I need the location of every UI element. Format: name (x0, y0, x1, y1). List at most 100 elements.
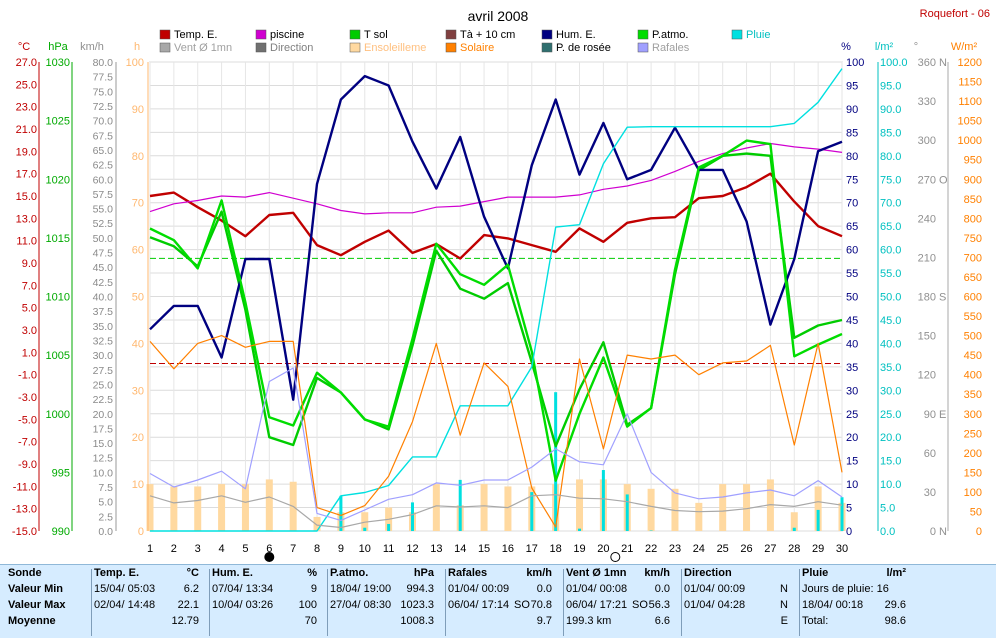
pluie-max-date: 18/04/ 00:18 (802, 599, 863, 611)
tick-label-kmh: 60.0 (93, 174, 114, 186)
tick-label-kmh: 77.5 (93, 72, 114, 84)
vent-avg-value: 6.6 (655, 613, 670, 629)
x-tick-label: 29 (812, 543, 824, 555)
x-tick-label: 2 (171, 543, 177, 555)
tick-label-hours: 60 (132, 245, 144, 257)
tick-label-kmh: 5.0 (98, 497, 113, 509)
bar-pluie-jour (363, 528, 366, 531)
tick-label-lm2: 5.0 (880, 503, 895, 515)
moon-full-icon (611, 553, 620, 562)
patmo-unit: hPa (414, 565, 434, 581)
tick-label-percent: 95 (846, 80, 858, 92)
tick-label-celsius: 13.0 (16, 213, 37, 225)
bar-pluie-jour (578, 529, 581, 531)
x-tick-label: 21 (621, 543, 633, 555)
legend-label: Temp. E. (174, 29, 217, 41)
bar-ensoleilleme (648, 489, 655, 531)
tick-label-kmh: 0.0 (98, 526, 113, 538)
tick-label-celsius: 17.0 (16, 169, 37, 181)
bar-pluie-jour (626, 494, 629, 531)
vent-min-date: 01/04/ 00:08 (566, 583, 627, 595)
x-tick-label: 9 (338, 543, 344, 555)
bar-ensoleilleme (194, 486, 201, 531)
tick-label-percent: 25 (846, 409, 858, 421)
tick-label-lm2: 80.0 (880, 151, 901, 163)
line-pluie (150, 69, 842, 531)
x-tick-label: 27 (764, 543, 776, 555)
tick-label-lm2: 65.0 (880, 221, 901, 233)
tick-label-percent: 80 (846, 151, 858, 163)
tick-label-kmh: 32.5 (93, 335, 114, 347)
hum-min-value: 9 (311, 581, 317, 597)
x-tick-label: 23 (669, 543, 681, 555)
tick-label-kmh: 80.0 (93, 57, 114, 69)
tick-label-hours: 10 (132, 479, 144, 491)
tick-label-percent: 45 (846, 315, 858, 327)
tick-label-lm2: 35.0 (880, 362, 901, 374)
legend-swatch (256, 30, 266, 39)
tick-label-hours: 20 (132, 432, 144, 444)
tick-label-wm2: 350 (964, 389, 982, 401)
tick-label-degrees: 150 (918, 331, 936, 343)
tick-label-percent: 15 (846, 456, 858, 468)
tick-label-celsius: 23.0 (16, 102, 37, 114)
tick-label-percent: 100 (846, 57, 864, 69)
tick-label-kmh: 65.0 (93, 145, 114, 157)
bar-pluie-jour (387, 524, 390, 531)
hum-max-value: 100 (299, 597, 317, 613)
tick-label-degrees: 90 (924, 409, 936, 421)
tick-label-wm2: 1100 (958, 96, 982, 108)
tick-label-lm2: 25.0 (880, 409, 901, 421)
direction-max-value: N (780, 597, 788, 613)
legend-swatch (638, 43, 648, 52)
tick-label-lm2: 90.0 (880, 104, 901, 116)
legend-swatch (446, 43, 456, 52)
tick-label-lm2: 60.0 (880, 245, 901, 257)
tick-label-celsius: -15.0 (12, 526, 37, 538)
bar-pluie-jour (554, 392, 557, 531)
legend-label: Vent Ø 1mn (174, 42, 232, 54)
tick-label-degrees: 360 (918, 57, 936, 69)
bar-pluie-jour (530, 492, 533, 531)
x-tick-label: 4 (219, 543, 225, 555)
hum-max-date: 10/04/ 03:26 (212, 599, 273, 611)
tick-label-kmh: 37.5 (93, 306, 114, 318)
tick-label-hpa: 1015 (46, 233, 70, 245)
tick-label-hours: 100 (126, 57, 144, 69)
x-tick-label: 16 (502, 543, 514, 555)
axis-unit-label: ° (914, 41, 918, 53)
temp-title: Temp. E. (94, 567, 139, 579)
tick-label-kmh: 27.5 (93, 365, 114, 377)
tick-label-hpa: 1030 (46, 57, 70, 69)
line-t-sol (150, 154, 842, 447)
line-rafales (150, 368, 842, 520)
rafales-avg-value: 9.7 (537, 613, 552, 629)
tick-label-percent: 10 (846, 479, 858, 491)
temp-avg-value: 12.79 (171, 613, 199, 629)
tick-label-wm2: 500 (964, 331, 982, 343)
tick-label-celsius: -1.0 (18, 370, 37, 382)
legend-swatch (160, 43, 170, 52)
tick-label-lm2: 50.0 (880, 292, 901, 304)
tick-label-wm2: 1000 (958, 135, 982, 147)
tick-label-wm2: 1200 (958, 57, 982, 69)
bar-ensoleilleme (743, 484, 750, 531)
legend-swatch (638, 30, 648, 39)
tick-label-lm2: 100.0 (880, 57, 908, 69)
x-tick-label: 3 (195, 543, 201, 555)
x-tick-label: 11 (383, 543, 394, 555)
row-label-min: Valeur Min (8, 581, 83, 597)
pluie-total-value: 98.6 (885, 613, 906, 629)
tick-label-kmh: 70.0 (93, 116, 114, 128)
rafales-title: Rafales (448, 567, 487, 579)
tick-label-kmh: 35.0 (93, 321, 114, 333)
patmo-min-date: 18/04/ 19:00 (330, 583, 391, 595)
legend-swatch (350, 43, 360, 52)
tick-label-wm2: 900 (964, 174, 982, 186)
vent-min-value: 0.0 (655, 581, 670, 597)
tick-label-hpa: 1010 (46, 292, 70, 304)
tick-label-degrees: 0 (930, 526, 936, 538)
chart-grid (150, 62, 842, 531)
